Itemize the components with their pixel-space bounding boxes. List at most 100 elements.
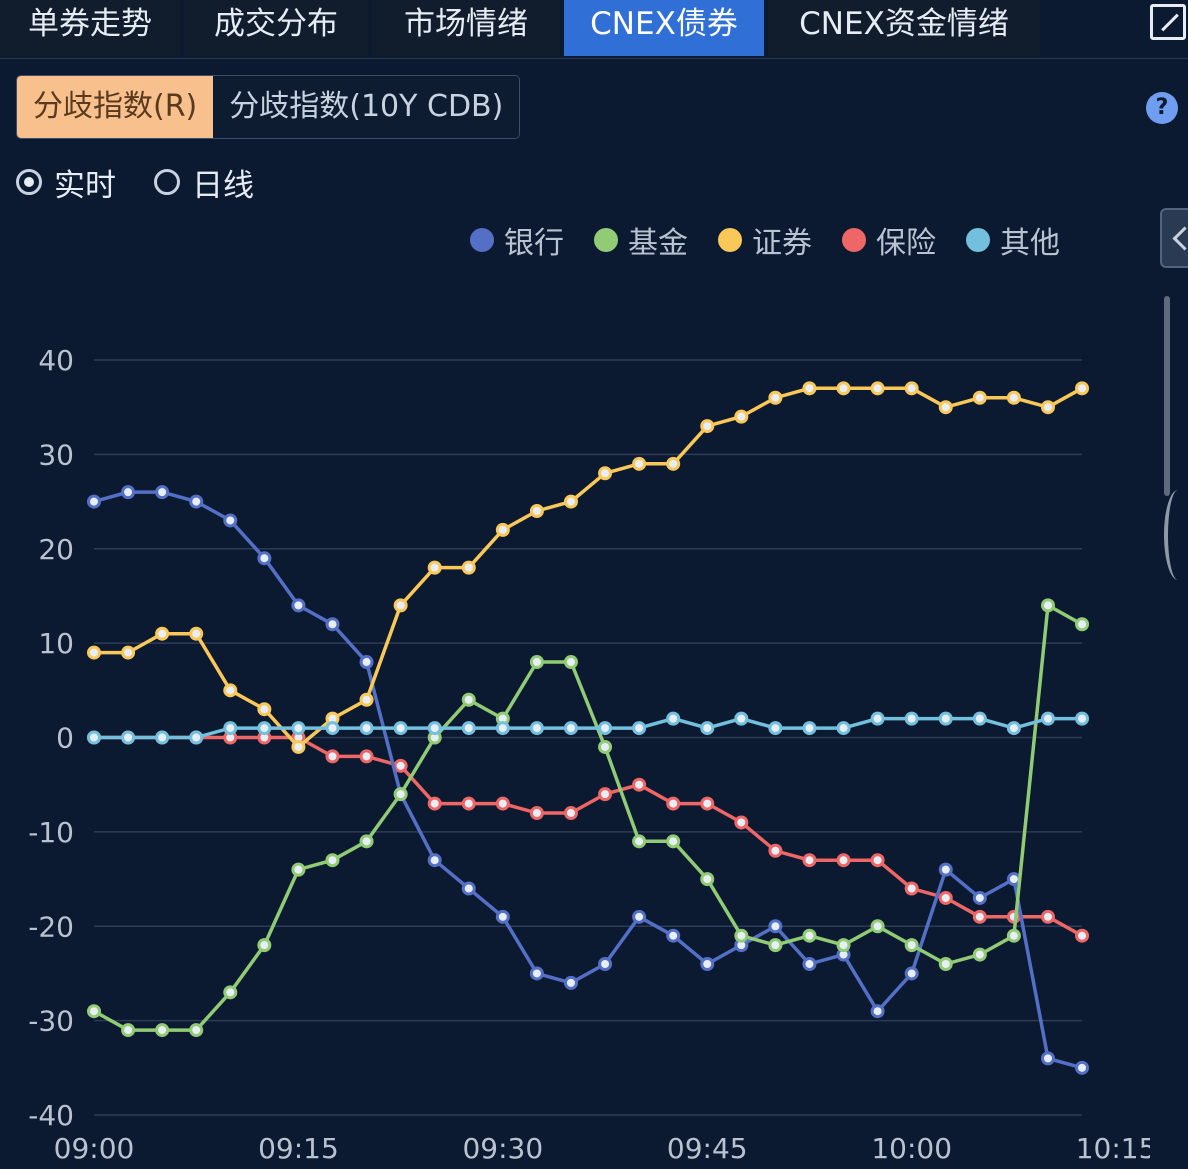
data-point [870, 919, 885, 934]
data-point [495, 522, 510, 537]
data-point [529, 806, 544, 820]
data-point [598, 466, 613, 481]
data-point [87, 730, 101, 745]
data-point [666, 834, 681, 849]
data-point [393, 787, 408, 802]
data-point [189, 1023, 204, 1038]
legend-label: 银行 [504, 226, 564, 261]
data-point [563, 655, 578, 669]
tab-trade-distribution[interactable]: 成交分布 [184, 0, 368, 56]
y-tick-label: -40 [28, 1099, 74, 1132]
radio-daily[interactable]: 日线 [154, 160, 254, 205]
data-point [529, 966, 544, 981]
radio-realtime[interactable]: 实时 [16, 160, 116, 205]
data-point [257, 938, 272, 953]
data-point [1040, 1051, 1055, 1066]
data-point [598, 957, 613, 971]
data-point [461, 721, 476, 736]
data-point [223, 513, 238, 528]
data-point [325, 853, 340, 868]
legend-item[interactable]: 保险 [842, 218, 936, 262]
data-point [632, 456, 647, 471]
data-point [904, 381, 919, 396]
data-point [768, 390, 783, 405]
data-point [359, 834, 374, 849]
data-point [359, 655, 374, 669]
tab-cnex-bond[interactable]: CNEX债券 [564, 0, 764, 56]
legend-marker [966, 228, 990, 252]
y-tick-label: -10 [28, 816, 74, 849]
tab-cnex-fund-sentiment[interactable]: CNEX资金情绪 [768, 0, 1040, 56]
data-point [87, 494, 101, 509]
data-point [904, 711, 919, 726]
data-point [359, 692, 374, 707]
data-point [1006, 928, 1021, 943]
radio-daily-label: 日线 [192, 167, 254, 204]
legend-marker [842, 228, 866, 252]
legend-label: 其他 [1000, 226, 1060, 261]
data-point [121, 645, 136, 660]
data-point [802, 957, 817, 971]
period-radio-group: 实时 日线 [16, 160, 292, 205]
subtab-divergence-index-r[interactable]: 分歧指数(R) [17, 76, 214, 138]
data-point [938, 711, 953, 726]
data-point [155, 626, 170, 641]
data-point [938, 957, 953, 971]
data-point [666, 928, 681, 943]
legend-item[interactable]: 其他 [966, 218, 1060, 262]
legend-item[interactable]: 基金 [594, 218, 688, 262]
scrollbar[interactable] [1164, 296, 1170, 496]
legend-item[interactable]: 银行 [470, 218, 564, 262]
data-point [1075, 1060, 1090, 1075]
tab-market-sentiment[interactable]: 市场情绪 [372, 0, 560, 56]
data-point [802, 928, 817, 943]
data-point [427, 560, 442, 575]
chart-legend: 银行 基金 证券 保险 其他 [470, 218, 1090, 262]
data-point [529, 504, 544, 518]
subtab-divergence-index-10y-cdb[interactable]: 分歧指数(10Y CDB) [213, 76, 520, 138]
scroll-handle[interactable] [1164, 490, 1188, 580]
data-point [938, 862, 953, 877]
data-point [632, 721, 647, 736]
data-point [870, 1004, 885, 1019]
data-point [529, 721, 544, 736]
legend-item[interactable]: 证券 [718, 218, 812, 262]
data-point [461, 560, 476, 575]
data-point [291, 721, 306, 736]
data-point [972, 711, 987, 726]
data-point [291, 739, 306, 754]
data-point [359, 749, 374, 764]
data-point [870, 711, 885, 726]
data-point [563, 975, 578, 990]
data-point [427, 721, 442, 736]
data-point [972, 909, 987, 924]
data-point [632, 909, 647, 924]
y-tick-label: 30 [38, 438, 74, 471]
data-point [257, 551, 272, 566]
data-point [836, 853, 851, 868]
data-point [1075, 928, 1090, 943]
data-point [938, 400, 953, 415]
data-point [1006, 721, 1021, 736]
data-point [802, 853, 817, 868]
data-point [1040, 400, 1055, 415]
help-icon[interactable]: ? [1146, 92, 1178, 124]
data-point [768, 919, 783, 934]
data-point [972, 890, 987, 905]
data-point [223, 985, 238, 1000]
data-point [768, 721, 783, 736]
expand-icon[interactable] [1150, 4, 1186, 40]
data-point [427, 796, 442, 811]
data-point [189, 730, 204, 745]
data-point [121, 730, 136, 745]
data-point [461, 881, 476, 896]
data-point [734, 711, 749, 726]
chevron-left-icon[interactable] [1160, 208, 1188, 268]
tab-single-bond-trend[interactable]: 单券走势 [0, 0, 180, 56]
data-point [632, 834, 647, 849]
data-point [1040, 711, 1055, 726]
data-point [870, 381, 885, 396]
data-point [461, 692, 476, 707]
x-tick-label: 09:15 [258, 1132, 339, 1165]
data-point [563, 806, 578, 820]
